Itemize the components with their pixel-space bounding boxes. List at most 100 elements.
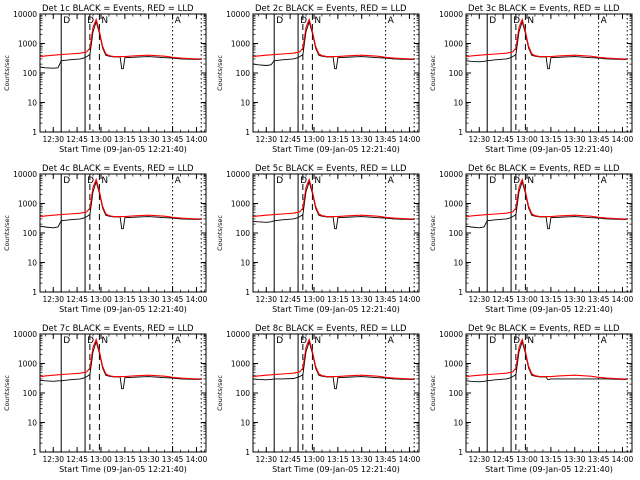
x-tick-label: 13:00 (516, 455, 538, 464)
x-tick-label: 13:15 (540, 455, 562, 464)
y-axis-label: Counts/sec (429, 375, 437, 411)
x-tick-label: 14:00 (186, 295, 208, 304)
y-axis-label: Counts/sec (216, 215, 224, 251)
y-tick-label: 1000 (231, 360, 250, 369)
y-tick-label: 10000 (13, 170, 37, 179)
y-tick-label: 100 (23, 69, 38, 78)
y-tick-label: 1 (32, 288, 37, 297)
marker-label: N (527, 336, 534, 346)
marker-label: D (300, 336, 307, 346)
series-line-lld (39, 17, 202, 60)
plot-frame (465, 333, 633, 453)
marker-label: D (276, 176, 283, 186)
x-tick-label: 13:30 (564, 455, 586, 464)
marker-label: A (175, 176, 182, 186)
x-tick-label: 13:00 (303, 455, 325, 464)
y-tick-label: 10 (240, 419, 250, 428)
x-tick-label: 13:00 (90, 455, 112, 464)
chart-title: Det 6c BLACK = Events, RED = LLD (468, 164, 620, 174)
y-tick-label: 10 (453, 99, 463, 108)
y-tick-label: 1000 (18, 40, 37, 49)
y-axis-label: Counts/sec (429, 55, 437, 91)
chart-title: Det 7c BLACK = Events, RED = LLD (42, 324, 194, 334)
marker-label: N (314, 336, 321, 346)
y-tick-label: 10 (453, 259, 463, 268)
marker-label: D (300, 176, 307, 186)
marker-label: D (489, 336, 496, 346)
x-tick-label: 14:00 (612, 135, 634, 144)
series-line-events (465, 20, 628, 70)
x-tick-label: 12:30 (468, 135, 490, 144)
series-line-lld (252, 337, 415, 380)
marker-label: D (513, 336, 520, 346)
marker-label: D (489, 16, 496, 26)
y-axis-label: Counts/sec (216, 375, 224, 411)
x-axis-label: Start Time (09-Jan-05 12:21:40) (59, 145, 187, 154)
marker-label: D (63, 336, 70, 346)
x-tick-label: 13:15 (540, 295, 562, 304)
series-line-events (39, 20, 202, 70)
chart-title: Det 9c BLACK = Events, RED = LLD (468, 324, 620, 334)
x-tick-label: 13:45 (162, 135, 184, 144)
marker-label: N (527, 16, 534, 26)
x-tick-label: 13:45 (588, 295, 610, 304)
y-tick-label: 1 (458, 288, 463, 297)
x-tick-label: 13:15 (114, 295, 136, 304)
chart-title: Det 2c BLACK = Events, RED = LLD (255, 4, 407, 14)
x-tick-label: 12:45 (279, 455, 301, 464)
series-line-lld (39, 177, 202, 220)
series-line-events (39, 340, 202, 390)
x-tick-label: 12:45 (492, 135, 514, 144)
marker-label: A (601, 176, 608, 186)
marker-label: A (601, 16, 608, 26)
x-tick-label: 12:45 (279, 295, 301, 304)
x-tick-label: 13:00 (516, 135, 538, 144)
marker-label: D (87, 176, 94, 186)
y-tick-label: 1000 (231, 200, 250, 209)
x-tick-label: 12:30 (42, 295, 64, 304)
x-tick-label: 13:15 (114, 135, 136, 144)
x-tick-label: 14:00 (399, 295, 421, 304)
plot-frame (252, 173, 420, 293)
y-tick-label: 100 (23, 229, 38, 238)
series-line-lld (465, 337, 628, 380)
x-tick-label: 13:45 (588, 135, 610, 144)
marker-label: D (87, 16, 94, 26)
x-tick-label: 13:45 (162, 295, 184, 304)
x-tick-label: 13:30 (138, 295, 160, 304)
chart-title: Det 4c BLACK = Events, RED = LLD (42, 164, 194, 174)
y-axis-label: Counts/sec (216, 55, 224, 91)
marker-label: A (175, 16, 182, 26)
x-tick-label: 12:45 (66, 295, 88, 304)
y-tick-label: 1000 (444, 200, 463, 209)
x-tick-label: 13:30 (351, 295, 373, 304)
chart-title: Det 8c BLACK = Events, RED = LLD (255, 324, 407, 334)
y-tick-label: 1000 (231, 40, 250, 49)
marker-label: D (63, 16, 70, 26)
x-tick-label: 12:30 (42, 455, 64, 464)
series-line-events (465, 340, 628, 383)
y-tick-label: 100 (236, 69, 251, 78)
x-axis-label: Start Time (09-Jan-05 12:21:40) (59, 305, 187, 314)
y-tick-label: 1 (458, 128, 463, 137)
marker-label: D (300, 16, 307, 26)
y-tick-label: 10000 (226, 10, 250, 19)
y-tick-label: 1 (245, 288, 250, 297)
y-tick-label: 1 (245, 448, 250, 457)
marker-label: N (314, 176, 321, 186)
marker-label: N (527, 176, 534, 186)
x-axis-label: Start Time (09-Jan-05 12:21:40) (272, 465, 400, 474)
series-line-events (252, 20, 415, 70)
y-axis-label: Counts/sec (3, 215, 11, 251)
x-tick-label: 13:30 (138, 455, 160, 464)
y-axis-label: Counts/sec (3, 375, 11, 411)
x-tick-label: 13:30 (564, 295, 586, 304)
y-tick-label: 100 (449, 69, 464, 78)
series-line-lld (465, 177, 628, 220)
y-tick-label: 100 (23, 389, 38, 398)
